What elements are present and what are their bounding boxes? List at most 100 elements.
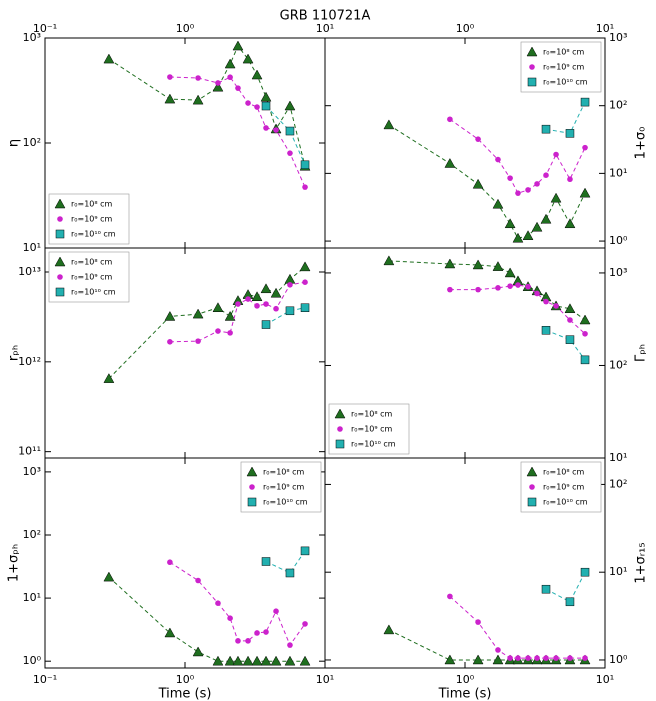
marker-circle (515, 655, 521, 661)
y-tick-label: 10³ (23, 31, 41, 44)
series-line (265, 550, 306, 574)
y-axis-label: Γₚₕ (634, 344, 649, 362)
marker-circle (525, 187, 531, 193)
marker-square (261, 101, 271, 111)
marker-circle (495, 156, 501, 163)
marker-square (527, 497, 537, 507)
marker-circle (254, 104, 260, 110)
marker-square (285, 306, 295, 316)
marker-triangle (564, 303, 576, 314)
series-line (108, 576, 306, 662)
legend-label: r₀=10¹⁰ cm (263, 498, 308, 507)
marker-triangle (504, 218, 516, 229)
y-axis-label: η (7, 139, 22, 147)
marker-triangle (550, 192, 562, 203)
marker-square (541, 124, 551, 134)
marker-square (285, 568, 295, 578)
marker-triangle (103, 53, 115, 64)
legend-label: r₀=10⁸ cm (543, 48, 585, 57)
legend-label: r₀=10¹⁰ cm (543, 498, 588, 507)
series-line (265, 307, 306, 325)
marker-triangle (224, 655, 236, 666)
series-line (108, 45, 306, 167)
series-line (449, 284, 586, 335)
y-tick-label: 10² (23, 528, 41, 541)
x-tick-label: 10¹ (316, 22, 334, 35)
legend-label: r₀=10⁹ cm (351, 425, 393, 434)
marker-triangle (192, 308, 204, 319)
marker-triangle (531, 221, 543, 232)
marker-square (300, 303, 310, 312)
marker-square (300, 546, 310, 556)
legend-label: r₀=10⁹ cm (71, 273, 113, 282)
series-line (169, 281, 306, 343)
marker-circle (195, 338, 201, 344)
y-tick-label: 10³ (609, 266, 627, 279)
y-tick-label: 10² (609, 358, 627, 371)
marker-triangle (444, 258, 456, 269)
marker-circle (582, 330, 588, 337)
marker-triangle (103, 571, 115, 582)
marker-circle (447, 593, 453, 600)
y-tick-label: 10¹ (609, 166, 627, 179)
marker-triangle (334, 408, 346, 419)
marker-triangle (251, 655, 263, 666)
y-tick-label: 10¹ (609, 451, 627, 464)
marker-circle (529, 64, 535, 70)
legend-label: r₀=10¹⁰ cm (351, 440, 396, 449)
marker-triangle (383, 255, 395, 266)
marker-triangle (472, 178, 484, 189)
marker-circle (543, 172, 549, 178)
marker-circle (273, 127, 279, 133)
marker-square (580, 355, 590, 365)
marker-circle (507, 283, 513, 289)
marker-circle (167, 74, 173, 80)
marker-triangle (284, 100, 296, 111)
series-line (449, 118, 586, 194)
marker-circle (273, 608, 279, 614)
marker-triangle (212, 302, 224, 312)
marker-triangle (260, 283, 272, 294)
series-line (449, 596, 586, 659)
x-axis-label: Time (s) (438, 687, 492, 701)
marker-circle (534, 290, 540, 297)
series-line (545, 571, 586, 603)
marker-triangle (579, 314, 591, 325)
marker-square (565, 335, 575, 344)
marker-circle (235, 85, 241, 91)
marker-circle (227, 330, 233, 336)
marker-triangle (579, 187, 591, 198)
x-tick-label: 10¹ (316, 673, 334, 686)
marker-circle (263, 125, 269, 131)
marker-circle (529, 484, 535, 490)
marker-square (285, 126, 295, 136)
y-tick-label: 10¹³ (18, 265, 41, 278)
marker-circle (553, 151, 559, 158)
marker-circle (287, 642, 293, 648)
marker-circle (567, 317, 573, 323)
marker-triangle (444, 654, 456, 665)
marker-triangle (299, 261, 311, 272)
marker-square (335, 439, 345, 449)
y-tick-label: 10¹² (18, 355, 41, 368)
marker-triangle (472, 259, 484, 270)
marker-circle (302, 184, 308, 190)
marker-triangle (164, 93, 176, 104)
marker-circle (227, 74, 233, 81)
marker-triangle (260, 655, 272, 666)
marker-circle (215, 80, 221, 86)
legend-label: r₀=10⁸ cm (543, 468, 585, 477)
y-tick-label: 10² (23, 136, 41, 149)
series-line (545, 101, 586, 134)
x-tick-label: 10⁰ (456, 673, 475, 686)
marker-square (261, 320, 271, 329)
marker-triangle (540, 213, 552, 224)
series-line (265, 105, 306, 166)
x-tick-label: 10⁰ (176, 22, 195, 35)
marker-circle (515, 282, 521, 288)
marker-triangle (192, 94, 204, 105)
marker-circle (553, 655, 559, 661)
marker-triangle (383, 119, 395, 130)
marker-square (261, 557, 271, 566)
marker-triangle (526, 46, 538, 57)
